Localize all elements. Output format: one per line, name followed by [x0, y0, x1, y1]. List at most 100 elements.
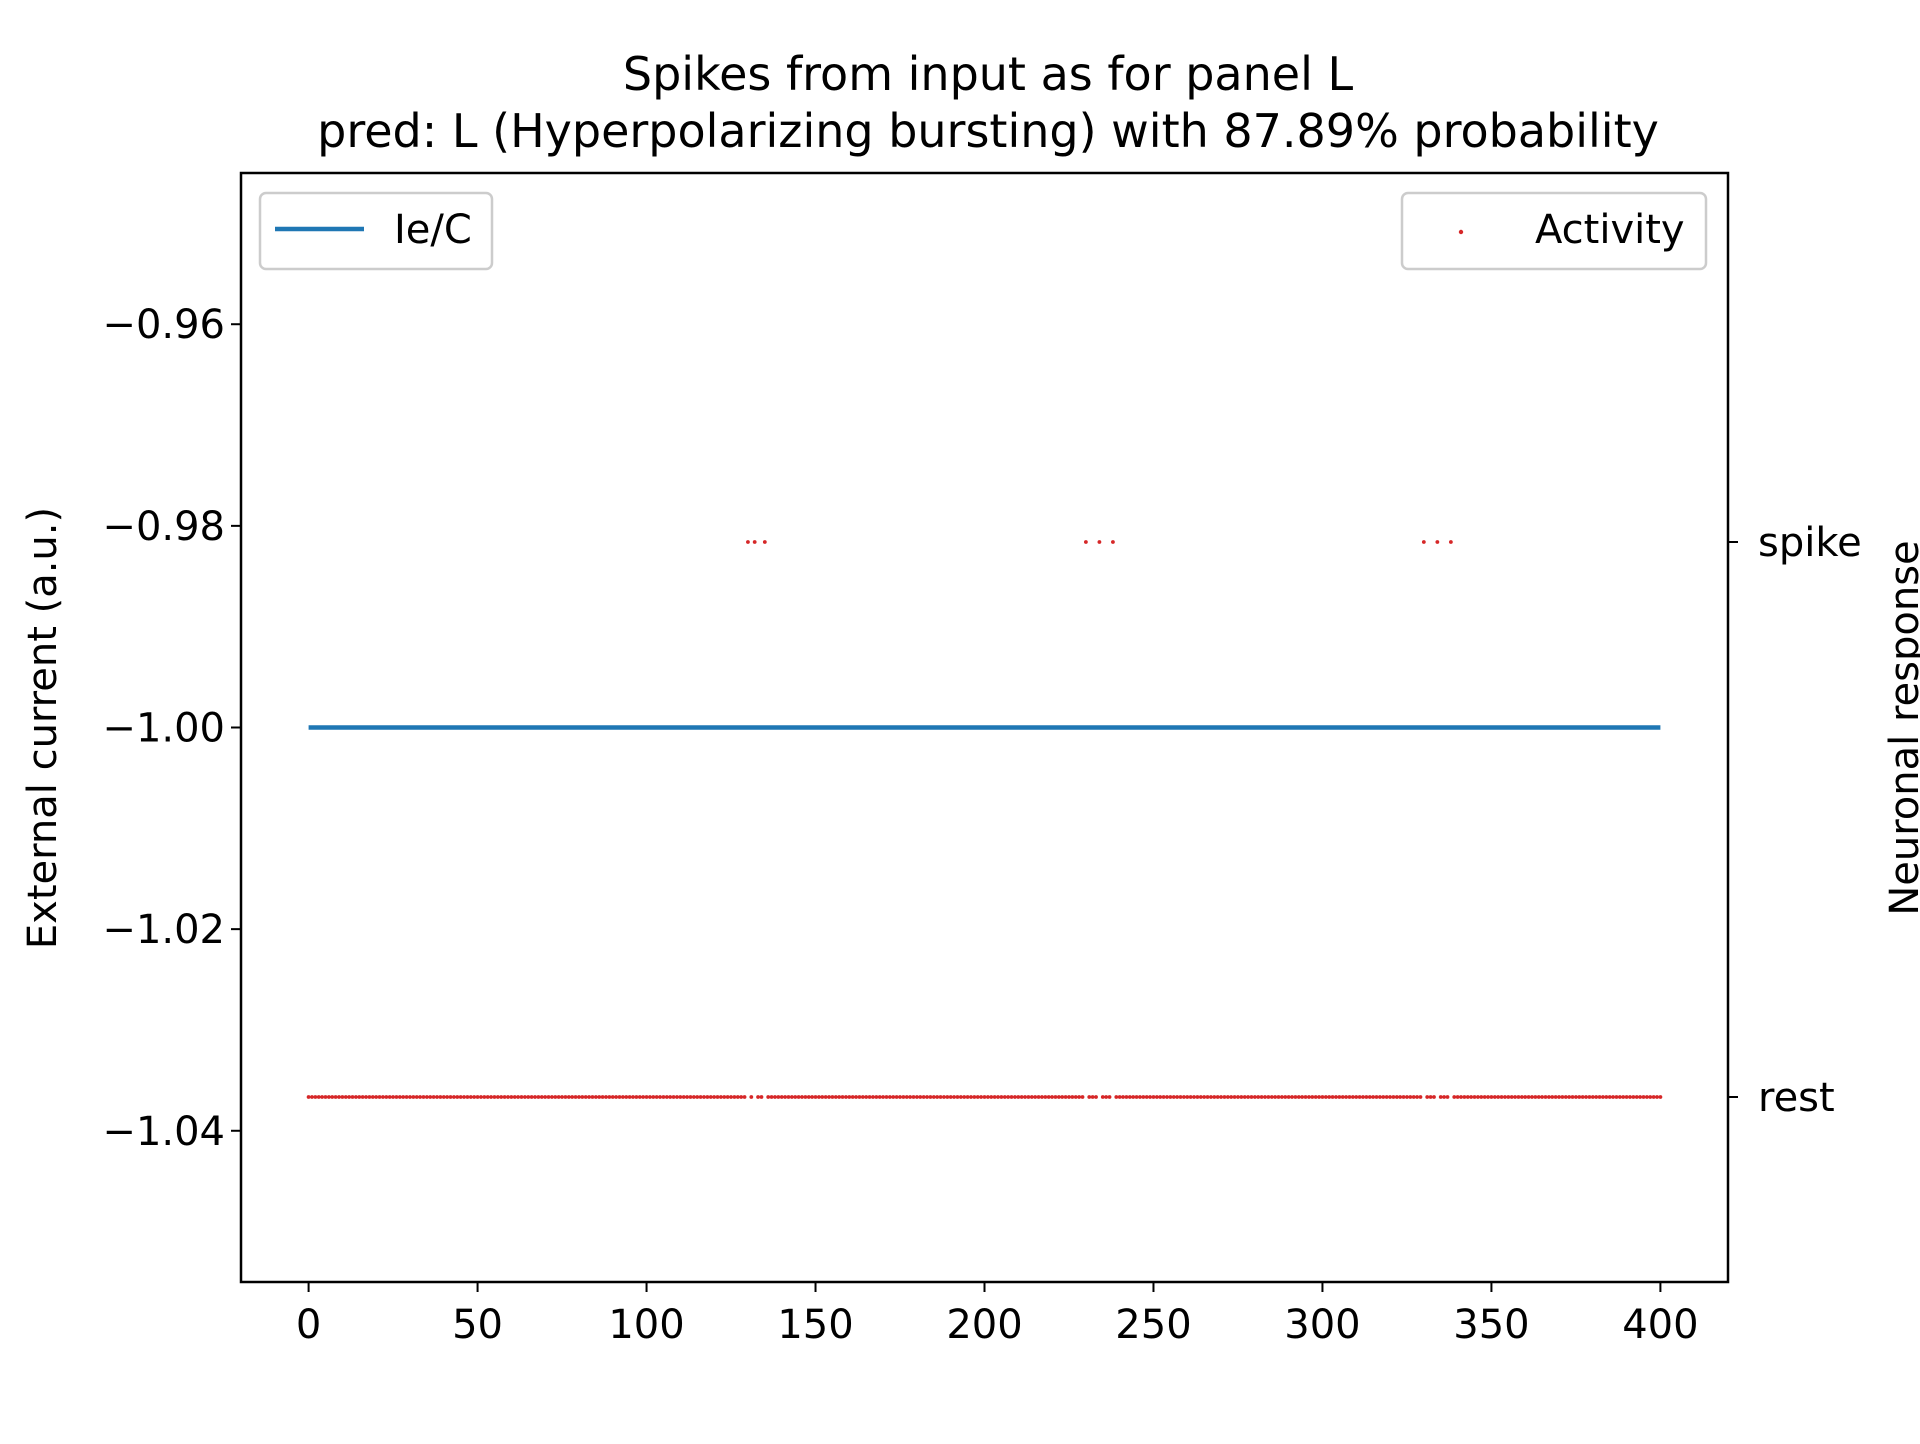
activity-point — [1256, 1095, 1261, 1099]
activity-point — [1026, 1095, 1031, 1099]
activity-point — [705, 1095, 710, 1099]
activity-point — [898, 1095, 902, 1099]
activity-point — [776, 1095, 781, 1099]
activity-point — [1307, 1095, 1311, 1099]
activity-point — [1229, 1095, 1234, 1099]
activity-point — [1273, 1095, 1278, 1099]
activity-point — [1465, 1095, 1470, 1099]
activity-point — [1617, 1095, 1622, 1099]
activity-point — [418, 1095, 423, 1099]
activity-point — [1154, 1095, 1159, 1099]
activity-point — [1621, 1095, 1626, 1099]
activity-point — [806, 1095, 811, 1099]
activity-point — [1587, 1095, 1592, 1099]
activity-point — [546, 1095, 551, 1099]
activity-point — [1536, 1095, 1541, 1099]
activity-point — [1563, 1095, 1568, 1099]
activity-point — [563, 1095, 568, 1099]
activity-point — [445, 1095, 450, 1099]
activity-point — [762, 540, 767, 544]
activity-point — [1624, 1095, 1629, 1099]
activity-point — [350, 1095, 355, 1099]
activity-point — [1276, 1095, 1281, 1099]
activity-point — [519, 1095, 524, 1099]
activity-point — [1354, 1095, 1359, 1099]
legend-box — [1400, 191, 1708, 271]
activity-point — [850, 1095, 855, 1099]
activity-point — [985, 1095, 990, 1099]
x-axis: 0 50 100 150 200 250 300 350 400 — [296, 1282, 1699, 1348]
right-y-tick-label: spike — [1758, 520, 1862, 566]
activity-point — [1100, 1095, 1105, 1099]
activity-point — [1236, 1095, 1240, 1099]
activity-point — [357, 1095, 362, 1099]
legend-label-activity: Activity — [1535, 207, 1685, 253]
activity-point — [438, 1095, 443, 1099]
activity-point — [800, 1095, 804, 1099]
activity-point — [533, 1095, 537, 1099]
activity-point — [1631, 1095, 1636, 1099]
activity-point — [1391, 1095, 1396, 1099]
activity-point — [972, 1095, 977, 1099]
activity-point — [783, 1095, 788, 1099]
activity-point — [877, 1095, 882, 1099]
activity-point — [766, 1095, 771, 1099]
activity-point — [1320, 1095, 1325, 1099]
plot-frame — [239, 171, 1730, 1284]
activity-point — [475, 1095, 480, 1099]
activity-point — [1293, 1095, 1298, 1099]
activity-point — [928, 1095, 933, 1099]
activity-point — [381, 1095, 385, 1099]
activity-point — [1570, 1095, 1575, 1099]
activity-point — [1232, 1095, 1237, 1099]
y-axis-label: External current (a.u.) — [20, 507, 66, 949]
activity-point — [1202, 1095, 1207, 1099]
activity-point — [394, 1095, 399, 1099]
activity-point — [894, 1095, 899, 1099]
activity-point — [1080, 1095, 1085, 1099]
activity-point — [1641, 1095, 1646, 1099]
activity-point — [414, 1095, 419, 1099]
activity-point — [462, 1095, 466, 1099]
activity-point — [654, 1095, 659, 1099]
activity-point — [1181, 1095, 1186, 1099]
activity-point — [455, 1095, 460, 1099]
activity-point — [1384, 1095, 1389, 1099]
activity-point — [1158, 1095, 1163, 1099]
activity-point — [1144, 1095, 1149, 1099]
activity-point — [1097, 540, 1102, 544]
activity-point — [452, 1095, 456, 1099]
y-tick-label: −1.02 — [102, 907, 225, 953]
activity-point — [1249, 1095, 1254, 1099]
activity-point — [1212, 1095, 1217, 1099]
activity-point — [1040, 1095, 1044, 1099]
activity-point — [631, 1095, 635, 1099]
activity-point — [333, 1095, 338, 1099]
activity-point — [931, 1095, 936, 1099]
activity-point — [1205, 1095, 1210, 1099]
y-tick-label: −1.04 — [102, 1109, 225, 1155]
activity-point — [374, 1095, 379, 1099]
activity-point — [830, 1095, 835, 1099]
activity-point — [502, 1095, 507, 1099]
activity-point — [1148, 1095, 1152, 1099]
activity-point — [1016, 1095, 1021, 1099]
activity-point — [681, 1095, 686, 1099]
activity-point — [1601, 1095, 1605, 1099]
activity-point — [718, 1095, 723, 1099]
activity-point — [1432, 1095, 1436, 1099]
activity-point — [864, 1095, 869, 1099]
activity-point — [982, 1095, 987, 1099]
activity-point — [1648, 1095, 1653, 1099]
activity-point — [1644, 1095, 1649, 1099]
activity-point — [536, 1095, 541, 1099]
activity-point — [495, 1095, 500, 1099]
activity-point — [1540, 1095, 1545, 1099]
activity-point — [1523, 1095, 1528, 1099]
activity-point — [1141, 1095, 1146, 1099]
activity-point — [712, 1095, 717, 1099]
activity-point — [962, 1095, 967, 1099]
activity-point — [306, 1095, 311, 1099]
activity-point — [1655, 1095, 1659, 1099]
activity-point — [1280, 1095, 1284, 1099]
